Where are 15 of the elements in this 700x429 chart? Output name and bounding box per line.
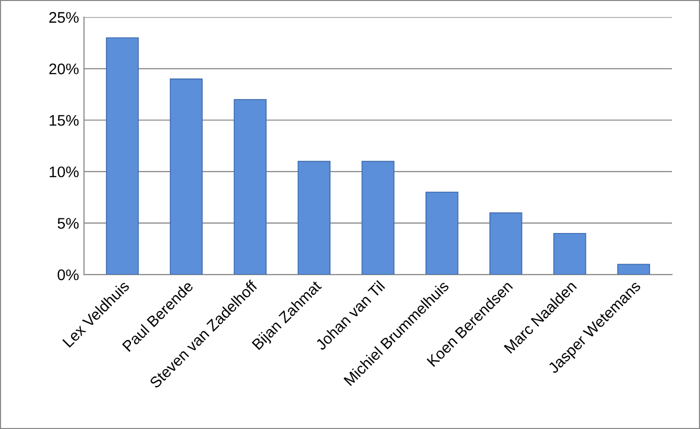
y-tick-label: 25% bbox=[49, 12, 79, 23]
y-tick-label: 5% bbox=[58, 218, 79, 229]
bar bbox=[617, 264, 650, 275]
bar bbox=[106, 37, 139, 275]
y-tick-label: 15% bbox=[50, 115, 79, 126]
bar bbox=[234, 99, 267, 275]
bar bbox=[298, 160, 330, 275]
bar bbox=[426, 192, 458, 275]
y-tick-label: 0% bbox=[58, 269, 79, 280]
bar bbox=[489, 212, 522, 275]
bar bbox=[553, 232, 586, 275]
y-tick-label: 10% bbox=[50, 166, 79, 178]
bar bbox=[170, 78, 203, 275]
bar bbox=[362, 160, 394, 275]
y-tick-label: 20% bbox=[49, 64, 79, 74]
